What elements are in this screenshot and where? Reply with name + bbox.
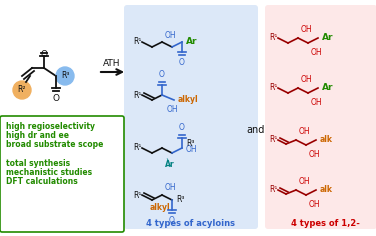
Text: R³: R³ — [176, 195, 185, 205]
Text: alk: alk — [320, 185, 333, 194]
Text: high dr and ee: high dr and ee — [6, 131, 69, 140]
Text: OH: OH — [164, 31, 176, 40]
Text: OH: OH — [298, 127, 310, 136]
Text: OH: OH — [164, 183, 176, 192]
Text: O: O — [179, 123, 185, 132]
Text: OH: OH — [310, 98, 322, 107]
Text: and: and — [247, 125, 265, 135]
Text: O: O — [159, 70, 165, 79]
Text: Ar: Ar — [322, 34, 334, 42]
Text: broad substrate scope: broad substrate scope — [6, 140, 103, 149]
FancyBboxPatch shape — [265, 5, 376, 229]
FancyBboxPatch shape — [124, 5, 258, 229]
Text: high regioselectivity: high regioselectivity — [6, 122, 95, 131]
Text: alkyl: alkyl — [150, 203, 170, 212]
Text: OH: OH — [308, 200, 320, 209]
Text: Àr: Àr — [165, 160, 175, 169]
Circle shape — [13, 81, 31, 99]
Text: R¹: R¹ — [270, 185, 278, 194]
Text: R¹: R¹ — [133, 90, 142, 100]
Text: alkyl: alkyl — [178, 96, 199, 105]
Text: OH: OH — [300, 25, 312, 34]
Text: R¹: R¹ — [270, 135, 278, 144]
Text: O: O — [41, 50, 47, 59]
Text: R²: R² — [18, 85, 26, 94]
Text: Ar: Ar — [322, 84, 334, 93]
Text: alk: alk — [320, 135, 333, 144]
Text: OH: OH — [300, 75, 312, 84]
Text: R¹: R¹ — [133, 190, 142, 199]
Text: total synthesis: total synthesis — [6, 159, 70, 168]
Text: R¹: R¹ — [270, 34, 278, 42]
Text: OH: OH — [308, 150, 320, 159]
Text: Ar: Ar — [186, 38, 197, 46]
Text: O: O — [179, 58, 185, 67]
Text: R¹: R¹ — [133, 143, 142, 152]
Text: ATH: ATH — [103, 59, 121, 68]
Text: 4 types of 1,2-: 4 types of 1,2- — [291, 219, 359, 228]
Text: R³: R³ — [186, 139, 194, 148]
Text: OH: OH — [166, 105, 178, 114]
Text: R¹: R¹ — [133, 38, 142, 46]
Text: OH: OH — [186, 146, 198, 155]
Text: OH: OH — [298, 177, 310, 186]
FancyBboxPatch shape — [0, 116, 124, 232]
Text: R¹: R¹ — [270, 84, 278, 93]
Text: R³: R³ — [61, 72, 69, 80]
Text: mechanistic studies: mechanistic studies — [6, 168, 92, 177]
Text: O: O — [169, 216, 175, 225]
Text: O: O — [53, 94, 59, 103]
Text: OH: OH — [310, 48, 322, 57]
Text: DFT calculations: DFT calculations — [6, 177, 78, 186]
Circle shape — [56, 67, 74, 85]
Text: 4 types of acyloins: 4 types of acyloins — [147, 219, 235, 228]
